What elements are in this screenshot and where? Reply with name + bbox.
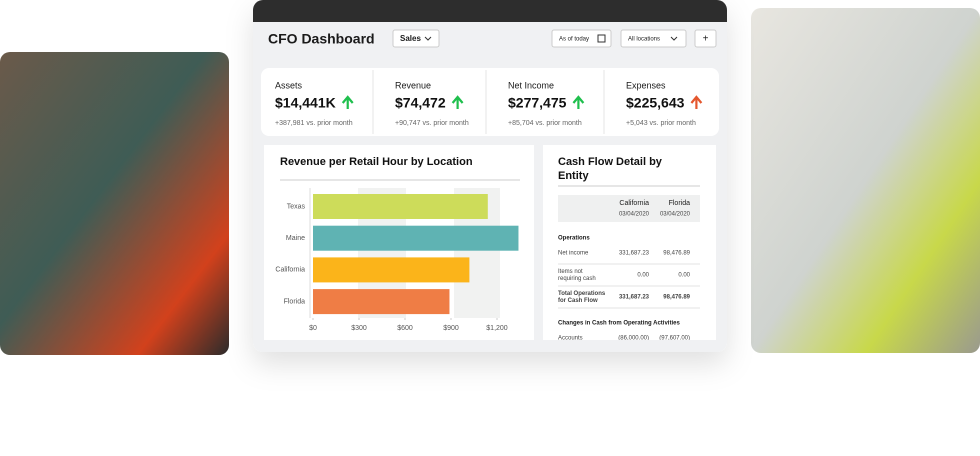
kpi-row: Assets $14,441K +387,981 vs. prior month Re… xyxy=(275,70,703,134)
date-label: As of today xyxy=(559,37,589,43)
row-label: Total Operations xyxy=(558,291,606,297)
y-tick-label: California xyxy=(275,267,305,274)
chevron xyxy=(670,36,678,41)
trend-arrow xyxy=(341,95,354,109)
x-tick-label: $600 xyxy=(397,325,413,332)
col-date: 03/04/2020 xyxy=(619,212,650,218)
table-body: Net income 331,687.23 98,476.89 Items notre… xyxy=(558,251,700,309)
kpi-value: $14,441K xyxy=(275,95,336,111)
photo-right xyxy=(751,8,980,353)
y-tick-label: Florida xyxy=(284,298,306,305)
x-tick-label: $1,200 xyxy=(486,325,508,332)
kpi-label: Revenue xyxy=(395,80,431,90)
bar xyxy=(313,225,519,251)
row-label: Net income xyxy=(558,251,589,257)
kpi-value: $225,643 xyxy=(626,95,685,111)
locations-label: All locations xyxy=(628,37,660,43)
row-label: requiring cash xyxy=(558,276,596,282)
add-button[interactable] xyxy=(694,29,717,48)
cell: 98,476.89 xyxy=(663,295,690,301)
sales-dropdown[interactable] xyxy=(392,29,440,48)
photo-left xyxy=(0,52,229,355)
calendar-icon xyxy=(597,34,606,43)
cell: (86,000.00) xyxy=(618,336,649,342)
locations-dropdown[interactable] xyxy=(620,29,687,48)
y-tick-label: Texas xyxy=(287,203,306,210)
trend-arrow xyxy=(690,95,703,109)
add-label: + xyxy=(703,34,709,45)
row-label: Accounts xyxy=(558,336,583,342)
date-button[interactable] xyxy=(551,29,612,48)
cutoff xyxy=(543,340,716,352)
col-header: California xyxy=(619,200,649,207)
cell: 331,687.23 xyxy=(619,251,650,257)
cell: 0.00 xyxy=(678,273,690,279)
kpi-change: +5,043 vs. prior month xyxy=(626,120,696,127)
bar xyxy=(313,194,488,219)
bar xyxy=(313,289,450,315)
row-label: Items not xyxy=(558,269,583,275)
section-label: Changes in Cash from Operating Activitie… xyxy=(558,321,680,327)
col-header: Florida xyxy=(669,200,691,207)
kpi-value: $277,475 xyxy=(508,95,567,111)
kpi-change: +90,747 vs. prior month xyxy=(395,120,469,127)
kpi-change: +387,981 vs. prior month xyxy=(275,120,353,127)
trend-arrow xyxy=(572,95,585,109)
section-label: Operations xyxy=(558,236,590,242)
chart-title: Revenue per Retail Hour by Location xyxy=(280,156,473,168)
kpi-value: $74,472 xyxy=(395,95,446,111)
bar xyxy=(313,257,470,283)
cell: 0.00 xyxy=(637,273,649,279)
x-tick-label: $900 xyxy=(443,325,459,332)
chevron xyxy=(424,36,432,41)
kpi-label: Net Income xyxy=(508,80,554,90)
row-label: for Cash Flow xyxy=(558,298,598,304)
kpi-change: +85,704 vs. prior month xyxy=(508,120,582,127)
cell: (97,607.00) xyxy=(659,336,690,342)
x-tick-label: $300 xyxy=(351,325,367,332)
table-header xyxy=(558,195,700,222)
x-tick-label: $0 xyxy=(309,325,317,332)
title: CFO Dashboard xyxy=(268,31,375,47)
cell: 98,476.89 xyxy=(663,251,690,257)
kpi-label: Assets xyxy=(275,80,303,90)
y-tick-label: Maine xyxy=(286,235,305,242)
trend-arrow xyxy=(451,95,464,109)
dropdown-label: Sales xyxy=(400,34,421,43)
kpi-label: Expenses xyxy=(626,80,666,90)
cell: 331,687.23 xyxy=(619,295,650,301)
cashflow-title: Entity xyxy=(558,170,589,182)
bar-chart: $0 $300 $600 $900 $1,200 Texas Maine California… xyxy=(275,194,519,332)
col-date: 03/04/2020 xyxy=(660,212,691,218)
cashflow-title: Cash Flow Detail by xyxy=(558,156,663,168)
top-bar xyxy=(253,0,727,22)
